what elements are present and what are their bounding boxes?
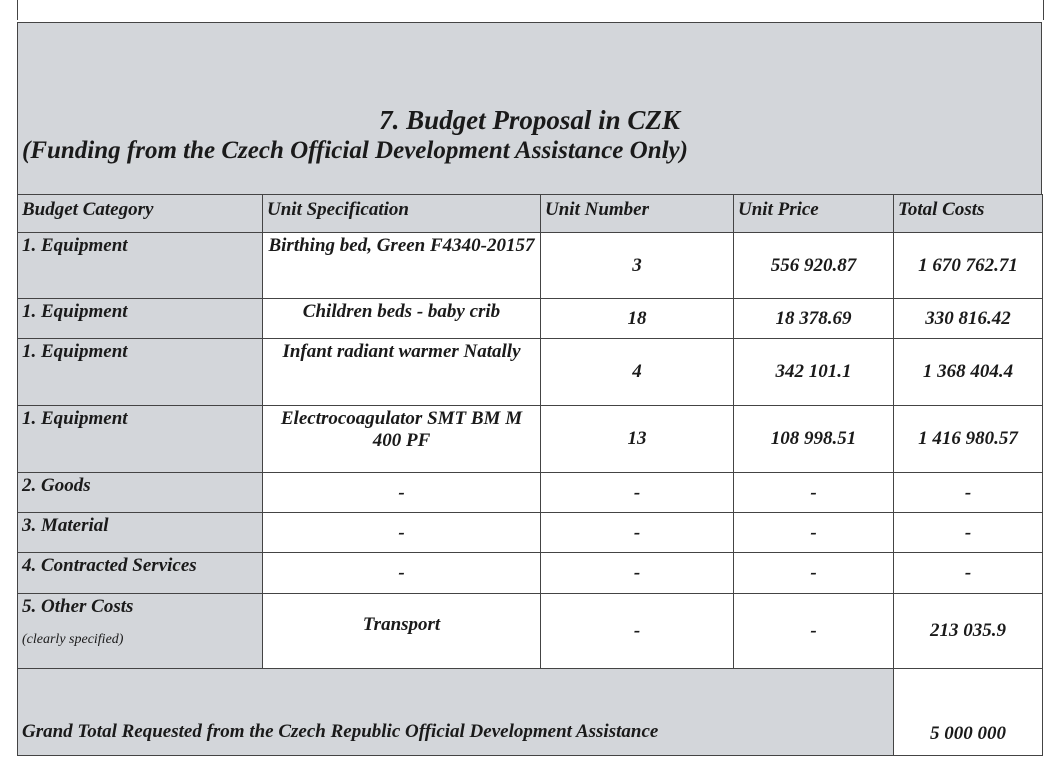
budget-category: 5. Other Costs (clearly specified) bbox=[17, 593, 263, 669]
total-costs: - bbox=[893, 472, 1043, 513]
budget-category-label: 5. Other Costs bbox=[22, 596, 134, 617]
budget-category: 2. Goods bbox=[17, 472, 263, 513]
unit-price: 18 378.69 bbox=[733, 298, 894, 339]
total-costs: 213 035.9 bbox=[893, 593, 1043, 669]
table-row: 1. Equipment Birthing bed, Green F4340-2… bbox=[17, 232, 1043, 299]
unit-specification: Birthing bed, Green F4340-20157 bbox=[262, 232, 541, 299]
section-title: 7. Budget Proposal in CZK bbox=[379, 105, 680, 135]
unit-specification: Electrocoagulator SMT BM M 400 PF bbox=[262, 405, 541, 473]
unit-specification: Children beds - baby crib bbox=[262, 298, 541, 339]
unit-number: - bbox=[540, 472, 734, 513]
budget-category: 1. Equipment bbox=[17, 232, 263, 299]
budget-category: 1. Equipment bbox=[17, 405, 263, 473]
unit-specification: - bbox=[262, 552, 541, 594]
header-unit-number: Unit Number bbox=[540, 194, 734, 233]
unit-price: 108 998.51 bbox=[733, 405, 894, 473]
budget-category: 1. Equipment bbox=[17, 338, 263, 406]
table-row: 2. Goods - - - - bbox=[17, 472, 1043, 513]
header-unit-price: Unit Price bbox=[733, 194, 894, 233]
total-costs: - bbox=[893, 512, 1043, 553]
table-row: 3. Material - - - - bbox=[17, 512, 1043, 553]
total-costs: 1 416 980.57 bbox=[893, 405, 1043, 473]
unit-number: 3 bbox=[540, 232, 734, 299]
unit-specification: - bbox=[262, 512, 541, 553]
unit-price: - bbox=[733, 512, 894, 553]
unit-price: 342 101.1 bbox=[733, 338, 894, 406]
unit-specification: Infant radiant warmer Natally bbox=[262, 338, 541, 406]
table-row: 4. Contracted Services - - - - bbox=[17, 552, 1043, 594]
unit-number: - bbox=[540, 593, 734, 669]
unit-price: 556 920.87 bbox=[733, 232, 894, 299]
budget-category: 1. Equipment bbox=[17, 298, 263, 339]
unit-number: 13 bbox=[540, 405, 734, 473]
table-row: 5. Other Costs (clearly specified) Trans… bbox=[17, 593, 1043, 669]
unit-number: 18 bbox=[540, 298, 734, 339]
unit-price: - bbox=[733, 552, 894, 594]
unit-specification: - bbox=[262, 472, 541, 513]
table-row: 1. Equipment Children beds - baby crib 1… bbox=[17, 298, 1043, 339]
table-header-row: Budget Category Unit Specification Unit … bbox=[17, 194, 1043, 233]
header-unit-specification: Unit Specification bbox=[262, 194, 541, 233]
grand-total-label: Grand Total Requested from the Czech Rep… bbox=[17, 668, 894, 756]
table-row: 1. Equipment Electrocoagulator SMT BM M … bbox=[17, 405, 1043, 473]
unit-price: - bbox=[733, 593, 894, 669]
budget-category: 3. Material bbox=[17, 512, 263, 553]
total-costs: 330 816.42 bbox=[893, 298, 1043, 339]
total-costs: 1 670 762.71 bbox=[893, 232, 1043, 299]
total-costs: - bbox=[893, 552, 1043, 594]
grand-total-row: Grand Total Requested from the Czech Rep… bbox=[17, 668, 1043, 756]
unit-number: - bbox=[540, 512, 734, 553]
budget-table: Budget Category Unit Specification Unit … bbox=[17, 194, 1043, 756]
previous-section-frame bbox=[17, 0, 1044, 20]
unit-price: - bbox=[733, 472, 894, 513]
header-total-costs: Total Costs bbox=[893, 194, 1043, 233]
budget-category: 4. Contracted Services bbox=[17, 552, 263, 594]
grand-total-value: 5 000 000 bbox=[893, 668, 1043, 756]
unit-number: 4 bbox=[540, 338, 734, 406]
header-budget-category: Budget Category bbox=[17, 194, 263, 233]
section-subtitle: (Funding from the Czech Official Develop… bbox=[22, 137, 688, 164]
budget-category-note: (clearly specified) bbox=[22, 632, 124, 647]
total-costs: 1 368 404.4 bbox=[893, 338, 1043, 406]
unit-specification: Transport bbox=[262, 593, 541, 669]
section-header: 7. Budget Proposal in CZK (Funding from … bbox=[17, 22, 1042, 194]
unit-number: - bbox=[540, 552, 734, 594]
table-row: 1. Equipment Infant radiant warmer Natal… bbox=[17, 338, 1043, 406]
